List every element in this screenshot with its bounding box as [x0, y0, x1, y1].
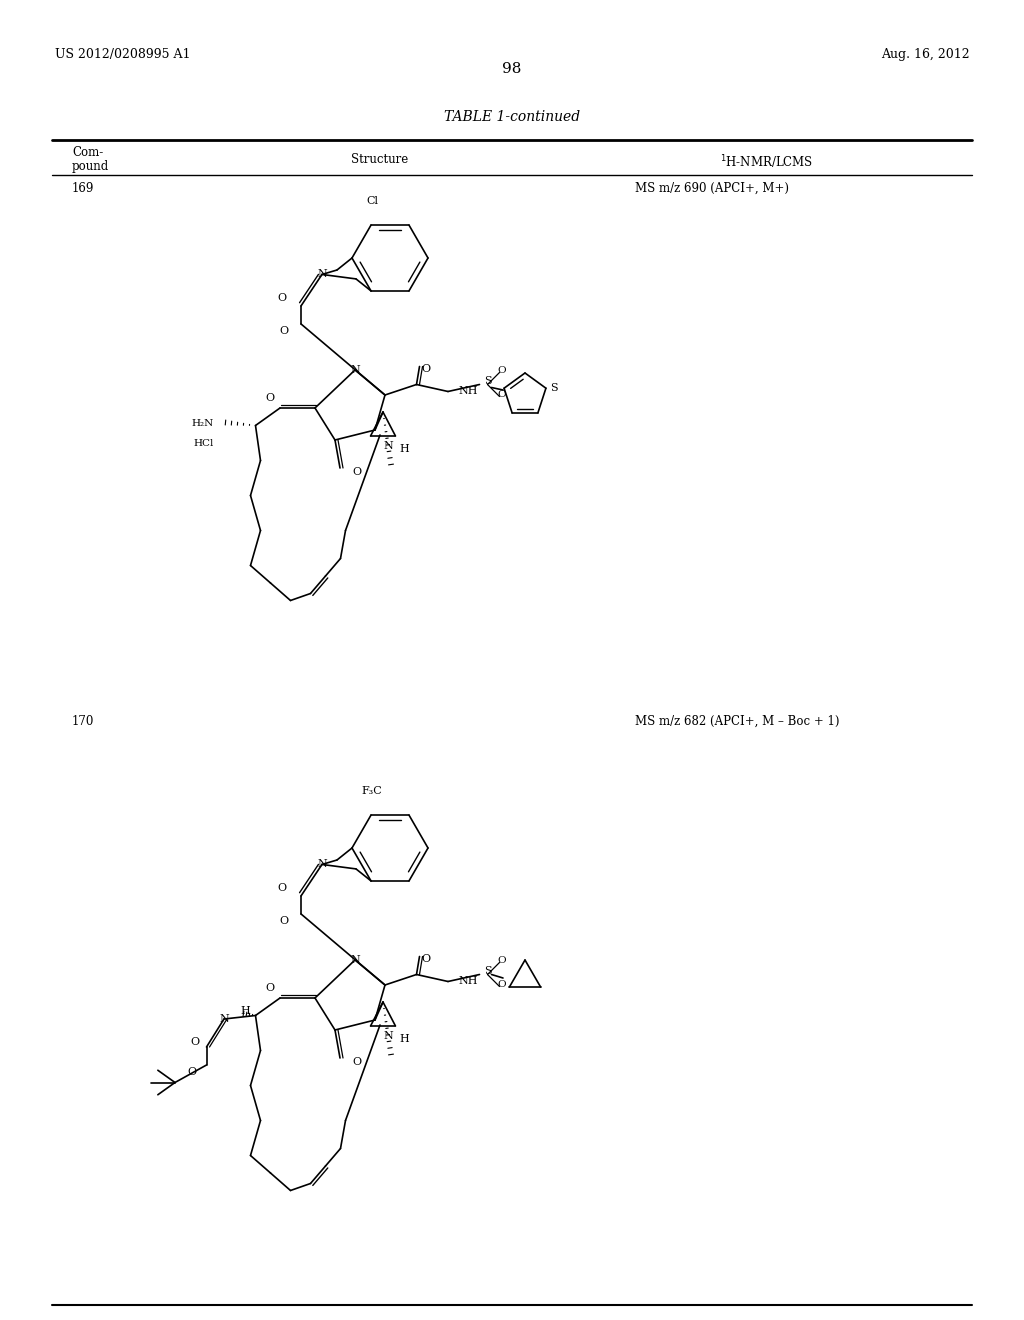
Text: US 2012/0208995 A1: US 2012/0208995 A1	[55, 48, 190, 61]
Text: O: O	[352, 467, 361, 477]
Text: N: N	[350, 954, 359, 965]
Text: O: O	[498, 979, 506, 989]
Text: H₂N: H₂N	[191, 418, 213, 428]
Text: TABLE 1-continued: TABLE 1-continued	[444, 110, 580, 124]
Text: Com-: Com-	[72, 147, 103, 158]
Text: N: N	[317, 269, 327, 280]
Text: O: O	[498, 366, 506, 375]
Text: O: O	[280, 916, 289, 925]
Text: N: N	[350, 366, 359, 375]
Text: N: N	[317, 859, 327, 870]
Text: 169: 169	[72, 182, 94, 195]
Text: MS m/z 682 (APCI+, M – Boc + 1): MS m/z 682 (APCI+, M – Boc + 1)	[635, 715, 840, 729]
Text: 170: 170	[72, 715, 94, 729]
Text: Cl: Cl	[366, 195, 378, 206]
Text: O: O	[265, 983, 274, 993]
Text: O: O	[422, 954, 431, 965]
Text: NH: NH	[458, 387, 477, 396]
Text: O: O	[280, 326, 289, 337]
Text: NH: NH	[458, 977, 477, 986]
Text: $^{1}$H-NMR/LCMS: $^{1}$H-NMR/LCMS	[720, 153, 813, 170]
Text: O: O	[189, 1038, 199, 1047]
Text: O: O	[265, 393, 274, 403]
Text: O: O	[422, 364, 431, 375]
Text: HCl: HCl	[194, 440, 213, 449]
Text: O: O	[498, 389, 506, 399]
Text: O: O	[498, 956, 506, 965]
Text: S: S	[484, 376, 493, 387]
Text: Aug. 16, 2012: Aug. 16, 2012	[882, 48, 970, 61]
Text: S: S	[550, 383, 557, 393]
Text: H: H	[399, 1034, 410, 1044]
Text: O: O	[352, 1057, 361, 1067]
Text: F₃C: F₃C	[361, 785, 382, 796]
Text: 98: 98	[503, 62, 521, 77]
Text: N: N	[384, 441, 393, 451]
Text: Structure: Structure	[351, 153, 409, 166]
Text: O: O	[278, 883, 287, 892]
Text: S: S	[484, 966, 493, 977]
Text: N: N	[384, 1031, 393, 1041]
Text: pound: pound	[72, 160, 110, 173]
Text: H: H	[399, 444, 410, 454]
Text: O: O	[278, 293, 287, 304]
Text: O: O	[187, 1067, 197, 1077]
Text: H: H	[241, 1006, 251, 1015]
Text: MS m/z 690 (APCI+, M+): MS m/z 690 (APCI+, M+)	[635, 182, 790, 195]
Text: N: N	[219, 1014, 229, 1024]
